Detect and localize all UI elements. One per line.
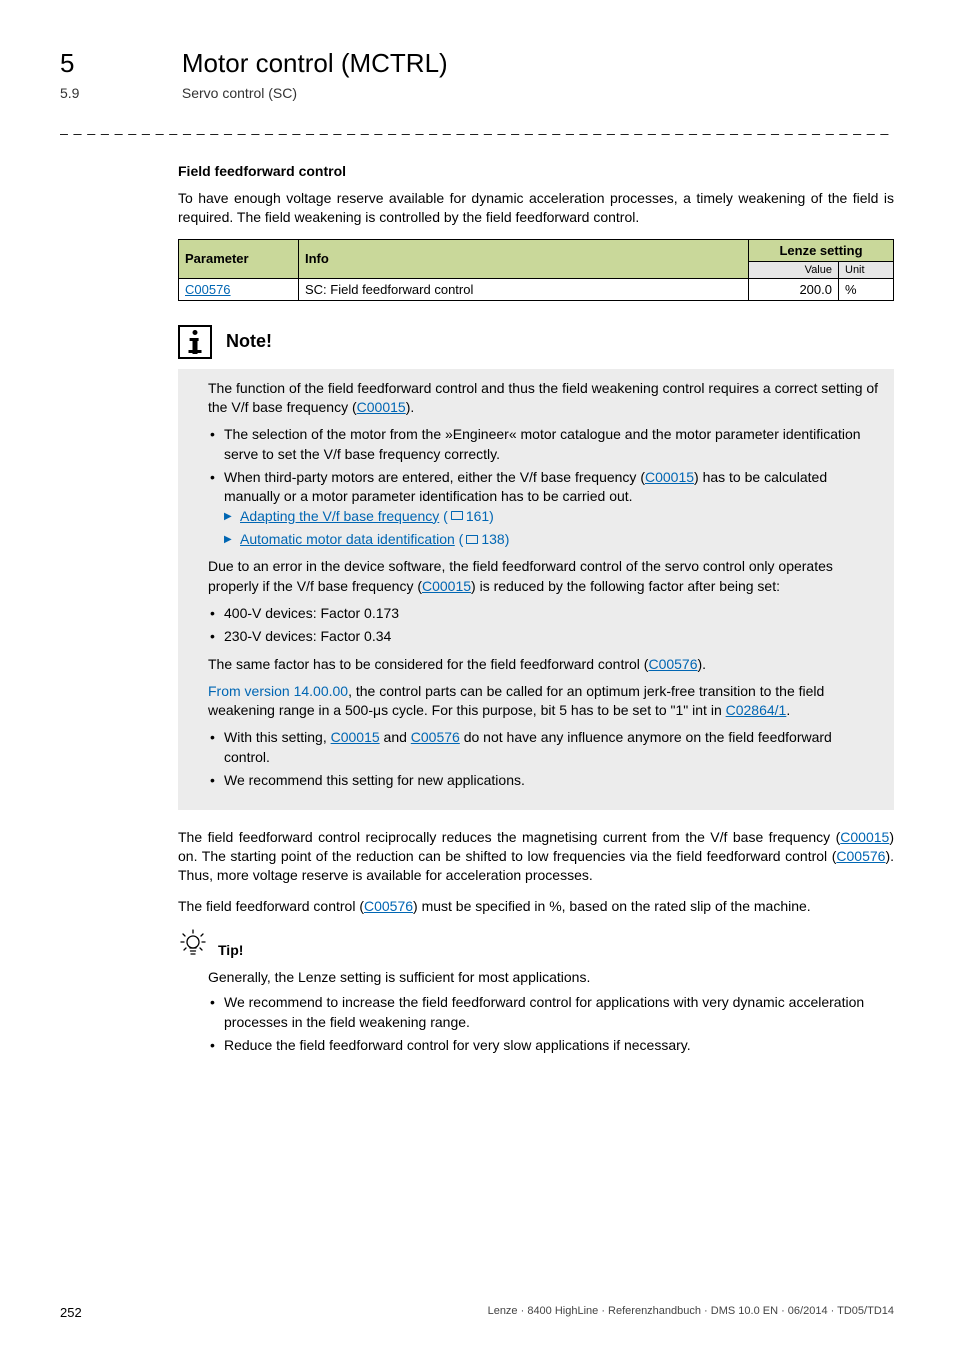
section-number: 5.9 <box>60 85 178 101</box>
list-item: Adapting the V/f base frequency ( 161) <box>224 507 880 526</box>
chapter-header: 5 Motor control (MCTRL) <box>60 48 894 79</box>
cell-unit: % <box>839 278 894 300</box>
main-content: Field feedforward control To have enough… <box>178 163 894 1055</box>
tip-p1: Generally, the Lenze setting is sufficie… <box>208 968 894 987</box>
note-box: Note! The function of the field feedforw… <box>178 325 894 811</box>
th-info: Info <box>299 239 749 278</box>
list-item: We recommend to increase the field feedf… <box>208 993 894 1032</box>
note-list-3: With this setting, C00015 and C00576 do … <box>208 728 880 790</box>
list-item: When third-party motors are entered, eit… <box>208 468 880 549</box>
parameter-table: Parameter Info Lenze setting Value Unit … <box>178 239 894 301</box>
arrow-sublist: Adapting the V/f base frequency ( 161) A… <box>224 507 880 550</box>
section-title: Servo control (SC) <box>182 85 297 101</box>
tip-box: Tip! Generally, the Lenze setting is suf… <box>178 928 894 1055</box>
link-c00015[interactable]: C00015 <box>331 729 380 745</box>
list-item: 400-V devices: Factor 0.173 <box>208 604 880 623</box>
link-auto-motor-id[interactable]: Automatic motor data identification <box>240 531 455 547</box>
link-c00015[interactable]: C00015 <box>357 399 406 415</box>
cell-value: 200.0 <box>749 278 839 300</box>
lightbulb-icon <box>178 928 208 960</box>
list-item: Automatic motor data identification ( 13… <box>224 530 880 549</box>
after-note-p2: The field feedforward control (C00576) m… <box>178 897 894 916</box>
link-adapting-vf[interactable]: Adapting the V/f base frequency <box>240 508 439 524</box>
link-c00015[interactable]: C00015 <box>645 469 694 485</box>
note-p1: The function of the field feedforward co… <box>208 379 880 418</box>
link-c00576[interactable]: C00576 <box>185 282 231 297</box>
section-header: 5.9 Servo control (SC) <box>60 85 894 101</box>
book-icon <box>451 511 463 521</box>
info-icon <box>178 325 212 359</box>
field-feedforward-heading: Field feedforward control <box>178 163 894 179</box>
note-p2: Due to an error in the device software, … <box>208 557 880 596</box>
link-c00015[interactable]: C00015 <box>422 578 471 594</box>
chapter-title: Motor control (MCTRL) <box>182 48 448 79</box>
tip-list: We recommend to increase the field feedf… <box>208 993 894 1055</box>
list-item: 230-V devices: Factor 0.34 <box>208 627 880 646</box>
link-c00015[interactable]: C00015 <box>840 829 889 845</box>
book-icon <box>466 535 478 545</box>
divider-dashes: _ _ _ _ _ _ _ _ _ _ _ _ _ _ _ _ _ _ _ _ … <box>60 119 894 135</box>
note-p3: The same factor has to be considered for… <box>208 655 880 674</box>
link-c00576[interactable]: C00576 <box>364 898 413 914</box>
table-row: C00576 SC: Field feedforward control 200… <box>179 278 894 300</box>
table-header-row: Parameter Info Lenze setting <box>179 239 894 261</box>
footer-meta: Lenze · 8400 HighLine · Referenzhandbuch… <box>488 1305 894 1320</box>
intro-paragraph: To have enough voltage reserve available… <box>178 189 894 227</box>
note-body: The function of the field feedforward co… <box>178 369 894 811</box>
cell-info: SC: Field feedforward control <box>299 278 749 300</box>
th-lenze-setting: Lenze setting <box>749 239 894 261</box>
note-label: Note! <box>226 331 272 352</box>
page-number: 252 <box>60 1305 82 1320</box>
list-item: The selection of the motor from the »Eng… <box>208 425 880 464</box>
tip-header: Tip! <box>178 928 894 960</box>
link-c00576[interactable]: C00576 <box>411 729 460 745</box>
tip-label: Tip! <box>218 942 243 960</box>
note-list-2: 400-V devices: Factor 0.173 230-V device… <box>208 604 880 647</box>
after-note-p1: The field feedforward control reciprocal… <box>178 828 894 885</box>
list-item: We recommend this setting for new applic… <box>208 771 880 790</box>
link-c02864-1[interactable]: C02864/1 <box>726 702 787 718</box>
page-footer: 252 Lenze · 8400 HighLine · Referenzhand… <box>60 1305 894 1320</box>
note-list-1: The selection of the motor from the »Eng… <box>208 425 880 549</box>
tip-body: Generally, the Lenze setting is sufficie… <box>178 968 894 1055</box>
chapter-number: 5 <box>60 48 178 79</box>
th-parameter: Parameter <box>179 239 299 278</box>
th-unit: Unit <box>839 261 894 278</box>
version-text: From version 14.00.00 <box>208 683 348 699</box>
list-item: With this setting, C00015 and C00576 do … <box>208 728 880 767</box>
link-c00576[interactable]: C00576 <box>648 656 697 672</box>
note-p4: From version 14.00.00, the control parts… <box>208 682 880 721</box>
page-ref: ( 138) <box>459 530 510 549</box>
cell-param-code: C00576 <box>179 278 299 300</box>
page-ref: ( 161) <box>443 507 494 526</box>
note-header: Note! <box>178 325 894 359</box>
link-c00576[interactable]: C00576 <box>836 848 885 864</box>
list-item: Reduce the field feedforward control for… <box>208 1036 894 1055</box>
th-value: Value <box>749 261 839 278</box>
